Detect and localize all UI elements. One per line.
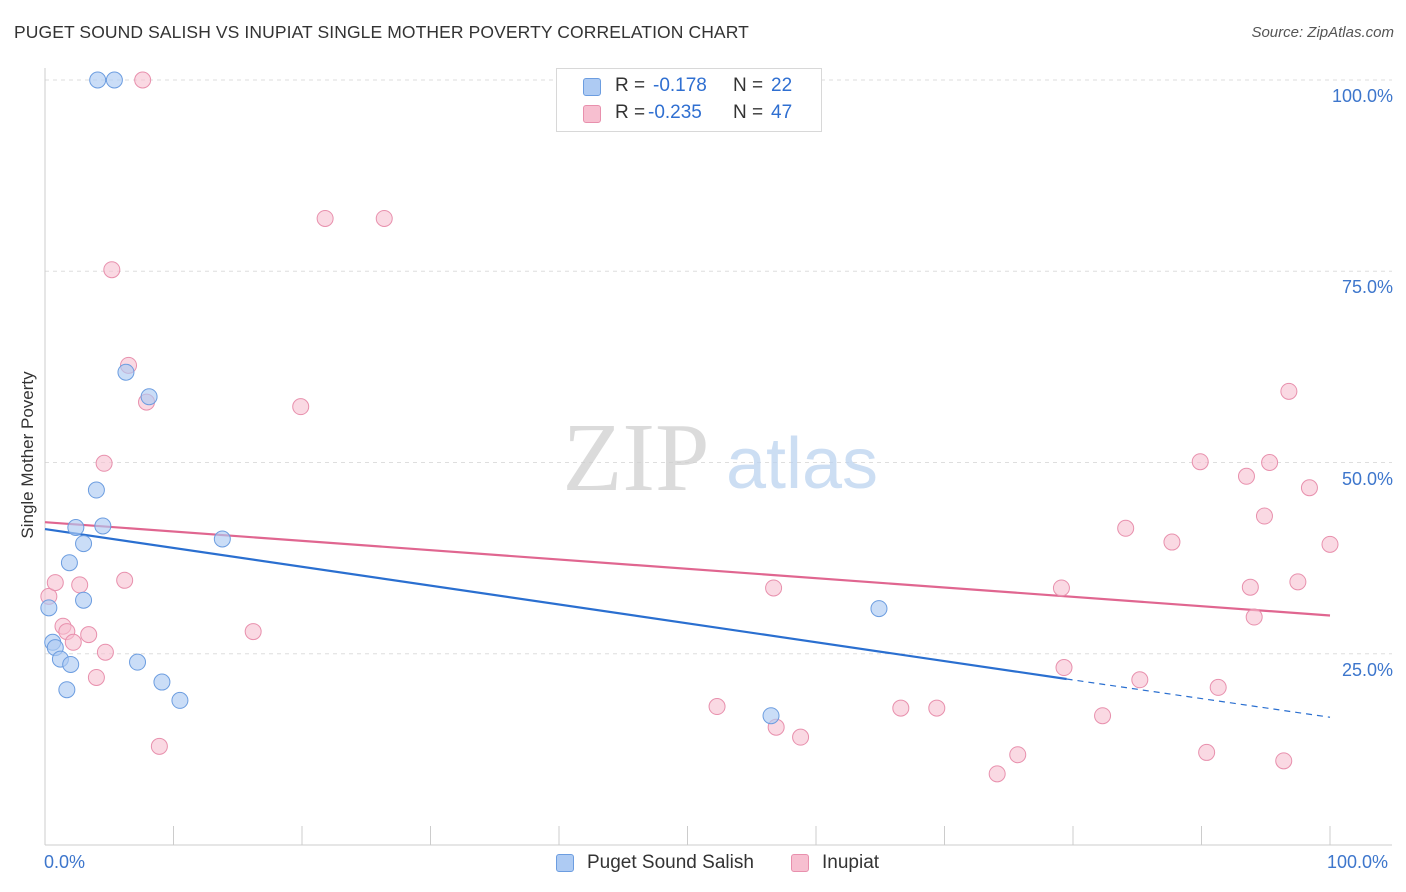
point-inupiat xyxy=(103,261,121,279)
trend-line-inupiat xyxy=(44,521,1331,617)
x-tick-label-min: 0.0% xyxy=(44,852,86,872)
bottom-legend-label: Inupiat xyxy=(822,852,880,873)
legend-r-value: -0.235 xyxy=(648,102,702,123)
trend-line-puget-sound-salish-extension xyxy=(1066,678,1331,718)
axes xyxy=(44,68,1392,846)
point-inupiat xyxy=(116,571,134,589)
point-inupiat xyxy=(1275,752,1293,770)
y-tick-label: 100.0% xyxy=(1331,86,1393,106)
legend-r-value: -0.178 xyxy=(653,75,707,96)
point-inupiat xyxy=(1163,533,1181,551)
point-puget-sound-salish xyxy=(67,519,85,537)
trend-line-puget-sound-salish xyxy=(44,527,1067,681)
point-inupiat xyxy=(1052,579,1070,597)
point-inupiat xyxy=(892,699,910,717)
point-inupiat xyxy=(1009,746,1027,764)
point-puget-sound-salish xyxy=(62,655,80,673)
point-puget-sound-salish xyxy=(762,707,780,725)
y-tick-label: 75.0% xyxy=(1341,277,1393,298)
point-inupiat xyxy=(1321,535,1339,553)
y-tick-label: 50.0% xyxy=(1341,468,1393,489)
point-puget-sound-salish xyxy=(153,673,171,691)
bottom-legend-swatch-pink xyxy=(791,854,809,872)
point-inupiat xyxy=(244,623,262,641)
legend-r-label: R = xyxy=(615,75,646,96)
point-inupiat xyxy=(1209,678,1227,696)
point-inupiat xyxy=(316,209,334,227)
point-inupiat xyxy=(292,398,310,416)
point-puget-sound-salish xyxy=(89,71,107,89)
point-inupiat xyxy=(708,698,726,716)
correlation-legend: R = -0.178 N = 22 R = -0.235 N = 47 xyxy=(556,68,822,132)
point-inupiat xyxy=(95,454,113,472)
point-inupiat xyxy=(1131,671,1149,689)
point-inupiat xyxy=(1094,707,1112,725)
watermark-zip: ZIP xyxy=(563,404,710,512)
legend-swatch-pink xyxy=(583,105,601,123)
legend-r-label: R = xyxy=(615,102,646,123)
point-puget-sound-salish xyxy=(117,363,135,381)
point-inupiat xyxy=(46,574,64,592)
trend-lines xyxy=(44,521,1331,718)
point-puget-sound-salish xyxy=(129,653,147,671)
point-inupiat xyxy=(375,209,393,227)
point-inupiat xyxy=(150,737,168,755)
point-inupiat xyxy=(1261,454,1279,471)
point-puget-sound-salish xyxy=(140,388,158,406)
point-inupiat xyxy=(1245,608,1263,626)
y-tick-label: 25.0% xyxy=(1341,659,1393,680)
data-points xyxy=(40,71,1339,783)
bottom-legend-label: Puget Sound Salish xyxy=(587,852,754,873)
point-inupiat xyxy=(1300,479,1318,497)
chart-title: PUGET SOUND SALISH VS INUPIAT SINGLE MOT… xyxy=(14,22,749,42)
point-puget-sound-salish xyxy=(94,517,112,535)
point-puget-sound-salish xyxy=(213,530,231,548)
point-inupiat xyxy=(64,633,82,651)
legend-n-value: 47 xyxy=(771,102,793,123)
point-puget-sound-salish xyxy=(75,535,93,553)
point-inupiat xyxy=(1237,467,1255,485)
point-inupiat xyxy=(87,668,105,686)
point-inupiat xyxy=(792,728,810,746)
bottom-legend-swatch-blue xyxy=(556,854,574,872)
y-axis-label: Single Mother Poverty xyxy=(18,371,37,539)
source-label: Source: ZipAtlas.com xyxy=(1251,24,1394,41)
point-inupiat xyxy=(134,71,152,89)
legend-n-value: 22 xyxy=(771,75,793,96)
x-tick-label-max: 100.0% xyxy=(1327,852,1389,872)
legend-n-label: N = xyxy=(733,102,764,123)
point-inupiat xyxy=(1198,743,1216,761)
watermark-atlas: atlas xyxy=(726,424,878,504)
point-puget-sound-salish xyxy=(40,599,58,617)
point-inupiat xyxy=(71,576,89,594)
point-puget-sound-salish xyxy=(58,681,76,699)
point-inupiat xyxy=(988,765,1006,783)
point-inupiat xyxy=(928,699,946,717)
point-puget-sound-salish xyxy=(171,691,189,709)
point-inupiat xyxy=(80,626,98,644)
point-inupiat xyxy=(1055,659,1073,677)
point-inupiat xyxy=(1241,578,1259,596)
point-puget-sound-salish xyxy=(105,71,123,89)
point-inupiat xyxy=(1289,573,1307,591)
point-inupiat xyxy=(1280,382,1298,400)
legend-n-label: N = xyxy=(733,75,764,96)
legend-swatch-blue xyxy=(583,78,601,96)
point-inupiat xyxy=(765,579,783,597)
grid-lines xyxy=(45,79,1392,655)
point-inupiat xyxy=(1255,507,1273,525)
point-inupiat xyxy=(96,643,114,661)
point-inupiat xyxy=(1191,453,1209,471)
point-puget-sound-salish xyxy=(60,554,78,572)
point-puget-sound-salish xyxy=(87,481,105,499)
point-puget-sound-salish xyxy=(870,600,888,618)
point-puget-sound-salish xyxy=(75,591,93,609)
point-inupiat xyxy=(1117,519,1135,537)
